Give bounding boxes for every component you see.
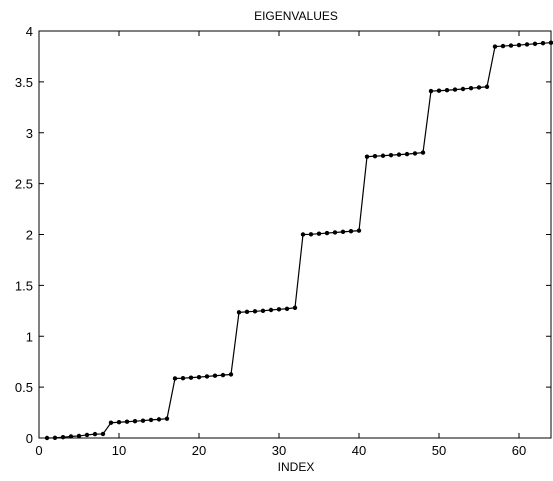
x-axis-ticks: 0 10 20 30 40 50 60: [35, 31, 526, 458]
data-point: [396, 152, 402, 157]
data-point: [412, 151, 418, 156]
data-point: [492, 44, 498, 49]
y-tick-label: 1.5: [15, 278, 33, 293]
eigenvalue-series-markers: [44, 40, 553, 441]
data-point: [484, 84, 490, 89]
data-point: [44, 435, 50, 441]
data-point: [244, 309, 250, 315]
data-point: [540, 41, 546, 46]
data-point: [460, 86, 466, 92]
data-point: [508, 43, 514, 48]
data-point: [140, 418, 146, 423]
data-point: [428, 88, 434, 94]
plot-frame: [38, 30, 552, 439]
data-point: [100, 431, 106, 437]
data-point: [420, 150, 426, 155]
data-point: [68, 434, 74, 439]
y-tick-label: 2.5: [15, 177, 33, 192]
data-point: [60, 434, 66, 440]
data-point: [188, 375, 194, 380]
data-point: [172, 376, 178, 381]
data-point: [196, 374, 202, 380]
data-point: [404, 151, 410, 157]
x-tick-label: 10: [112, 443, 126, 458]
x-tick-label: 30: [272, 443, 286, 458]
chart-title: EIGENVALUES: [254, 9, 338, 23]
y-tick-label: 2: [26, 228, 33, 243]
y-tick-label: 4: [26, 24, 33, 39]
y-tick-label: 0: [26, 431, 33, 446]
data-point: [444, 88, 450, 93]
data-point: [532, 41, 538, 47]
data-point: [500, 43, 506, 49]
data-point: [268, 307, 274, 313]
data-point: [180, 375, 186, 381]
x-tick-label: 20: [192, 443, 206, 458]
data-point: [476, 85, 482, 90]
data-point: [52, 435, 58, 440]
data-point: [92, 431, 98, 437]
data-point: [348, 229, 354, 234]
data-point: [524, 42, 530, 47]
data-point: [156, 417, 162, 422]
data-point: [84, 432, 90, 438]
x-tick-label: 60: [512, 443, 526, 458]
data-point: [148, 417, 154, 423]
y-tick-label: 3.5: [15, 75, 33, 90]
data-point: [516, 42, 522, 48]
data-point: [356, 228, 362, 233]
y-tick-label: 3: [26, 126, 33, 141]
data-point: [284, 306, 290, 311]
data-point: [76, 433, 82, 439]
data-point: [252, 309, 258, 314]
data-point: [452, 87, 458, 92]
data-point: [116, 420, 122, 425]
data-point: [236, 310, 242, 315]
data-point: [548, 40, 553, 45]
data-point: [260, 308, 266, 314]
x-tick-label: 40: [352, 443, 366, 458]
data-point: [364, 154, 370, 159]
data-point: [164, 416, 170, 421]
data-point: [324, 230, 330, 236]
data-point: [132, 419, 138, 424]
y-tick-label: 1: [26, 329, 33, 344]
data-point: [220, 372, 226, 378]
data-point: [300, 232, 306, 237]
data-point: [468, 85, 474, 91]
eigenvalue-series-line: [46, 42, 552, 439]
data-point: [308, 232, 314, 237]
data-point: [212, 373, 218, 378]
data-point: [292, 305, 298, 310]
x-tick-label: 50: [432, 443, 446, 458]
data-point: [276, 307, 282, 312]
x-tick-label: 0: [35, 443, 42, 458]
data-point: [316, 231, 322, 236]
data-point: [372, 153, 378, 159]
data-point: [436, 88, 442, 93]
y-tick-label: 0.5: [15, 380, 33, 395]
data-point: [124, 419, 130, 424]
data-point: [380, 153, 386, 158]
data-point: [340, 229, 346, 235]
data-point: [388, 152, 394, 158]
data-point: [332, 230, 338, 235]
data-point: [108, 420, 114, 425]
y-axis-ticks: 0 0.5 1 1.5 2 2.5 3 3.5 4: [15, 24, 551, 446]
x-axis-title: INDEX: [278, 460, 315, 474]
data-point: [204, 374, 210, 379]
data-point: [228, 372, 234, 377]
